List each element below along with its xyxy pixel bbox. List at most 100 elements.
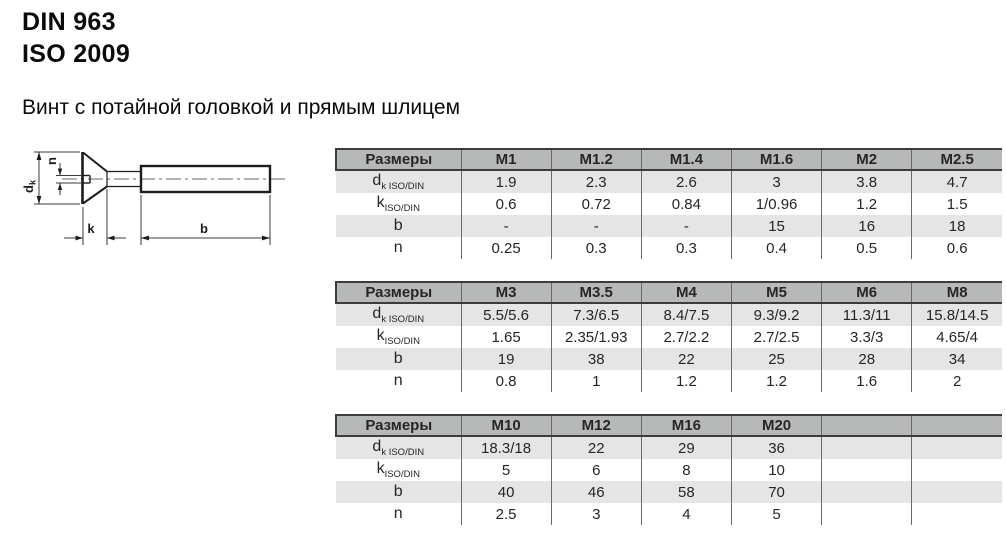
cell-value: 1 [550,370,642,392]
cell-value: 5 [460,459,552,481]
row-label: kISO/DIN [376,460,420,480]
n-arrow-down [57,168,63,176]
cell-value: 1/0.96 [730,193,822,215]
cell-value: 8 [640,459,732,481]
cell-value: 5 [730,503,822,525]
sizes-header: Размеры [335,414,461,437]
cell-value: 1.2 [821,193,912,215]
size-table-m1-m2_5: Размеры M1 M1.2 M1.4 M1.6 M2 M2.5 dk ISO/DIN 1.… [335,148,1002,259]
din-number: DIN 963 [22,8,116,36]
cell-value: 15 [730,215,822,237]
cell-value: 16 [821,215,912,237]
cell-value [911,459,1002,481]
table-row: n 2.5 3 4 5 [336,503,1002,525]
standard-title-block: DIN 963 ISO 2009 [22,6,130,70]
table-row: dk ISO/DIN 1.9 2.3 2.6 3 3.8 4.7 [336,170,1002,193]
column-header: M4 [640,281,732,304]
column-header: M1 [460,148,552,171]
sizes-header: Размеры [335,281,461,304]
n-dimension-label: n [44,157,59,165]
cell-value: 40 [460,481,552,503]
b-dimension-label: b [200,221,208,236]
cell-value: 0.6 [460,193,552,215]
table-row: kISO/DIN 0.6 0.72 0.84 1/0.96 1.2 1.5 [336,193,1002,215]
cell-value: 2.3 [550,170,642,193]
size-table-m3-m8: Размеры M3 M3.5 M4 M5 M6 M8 dk ISO/DIN 5.5/5.6 7… [335,281,1002,392]
row-label: b [393,350,403,367]
screw-technical-drawing: dk n k b [21,151,288,245]
column-header: M10 [460,414,552,437]
cell-value: 4.7 [911,170,1002,193]
cell-value: 19 [460,348,552,370]
column-header: M3.5 [550,281,642,304]
cell-value [821,503,912,525]
cell-value: 0.3 [640,237,732,259]
cell-value [821,436,912,459]
cell-value: 4.65/4 [911,326,1002,348]
cell-value: 18 [911,215,1002,237]
cell-value: 70 [730,481,822,503]
column-header [821,414,912,437]
cell-value: 36 [730,436,822,459]
table-row: kISO/DIN 1.65 2.35/1.93 2.7/2.2 2.7/2.5 3.3/3… [336,326,1002,348]
cell-value: 22 [640,348,732,370]
cell-value: 29 [640,436,732,459]
header-row: Размеры M3 M3.5 M4 M5 M6 M8 [335,281,1002,304]
cell-value: 2.35/1.93 [550,326,642,348]
row-label: kISO/DIN [376,194,420,214]
cell-value: 0.72 [550,193,642,215]
head-cone-bottom [82,185,108,205]
cell-value: 1.65 [460,326,552,348]
iso-number: ISO 2009 [22,40,131,68]
cell-value [821,459,912,481]
header-row: Размеры M10 M12 M16 M20 [335,414,1002,437]
cell-value: 28 [821,348,912,370]
cell-value: 8.4/7.5 [640,303,732,326]
table-row: n 0.25 0.3 0.3 0.4 0.5 0.6 [336,237,1002,259]
head-cone-top [82,151,108,173]
cell-value: 4 [640,503,732,525]
column-header [911,414,1002,437]
cell-value [911,503,1002,525]
cell-value: 1.6 [821,370,912,392]
column-header: M3 [460,281,552,304]
table-row: b 19 38 22 25 28 34 [336,348,1002,370]
column-header: M6 [821,281,912,304]
product-description: Винт с потайной головкой и прямым шлицем [22,96,461,119]
cell-value: 0.25 [460,237,552,259]
cell-value: 1.9 [460,170,552,193]
cell-value: - [460,215,552,237]
row-label: kISO/DIN [376,327,420,347]
cell-value: 46 [550,481,642,503]
column-header: M20 [730,414,822,437]
table-row: dk ISO/DIN 18.3/18 22 29 36 [336,436,1002,459]
thread-outline [139,164,272,194]
cell-value: 2.5 [460,503,552,525]
dk-arrow-down [36,196,42,204]
column-header: M12 [550,414,642,437]
cell-value: 25 [730,348,822,370]
cell-value: 0.6 [911,237,1002,259]
column-header: M1.6 [730,148,822,171]
cell-value: 3 [730,170,822,193]
cell-value: 0.4 [730,237,822,259]
row-label: n [393,372,403,389]
cell-value [911,481,1002,503]
cell-value: 38 [550,348,642,370]
dimension-tables: Размеры M1 M1.2 M1.4 M1.6 M2 M2.5 dk ISO/DIN 1.… [335,148,1002,547]
row-label: b [393,483,403,500]
sizes-header: Размеры [335,148,461,171]
column-header: M8 [911,281,1002,304]
column-header: M5 [730,281,822,304]
n-arrow-up [57,183,63,190]
column-header: M1.4 [640,148,732,171]
cell-value: 5.5/5.6 [460,303,552,326]
size-table-m10-m20: Размеры M10 M12 M16 M20 dk ISO/DIN 18.3/18 22 2… [335,414,1002,525]
cell-value: 3 [550,503,642,525]
cell-value: 15.8/14.5 [911,303,1002,326]
row-label: dk ISO/DIN [372,438,425,458]
table-row: b - - -15 16 18 [336,215,1002,237]
k-arrow-left [107,235,115,241]
cell-value: 22 [550,436,642,459]
dk-arrow-up [36,152,42,160]
